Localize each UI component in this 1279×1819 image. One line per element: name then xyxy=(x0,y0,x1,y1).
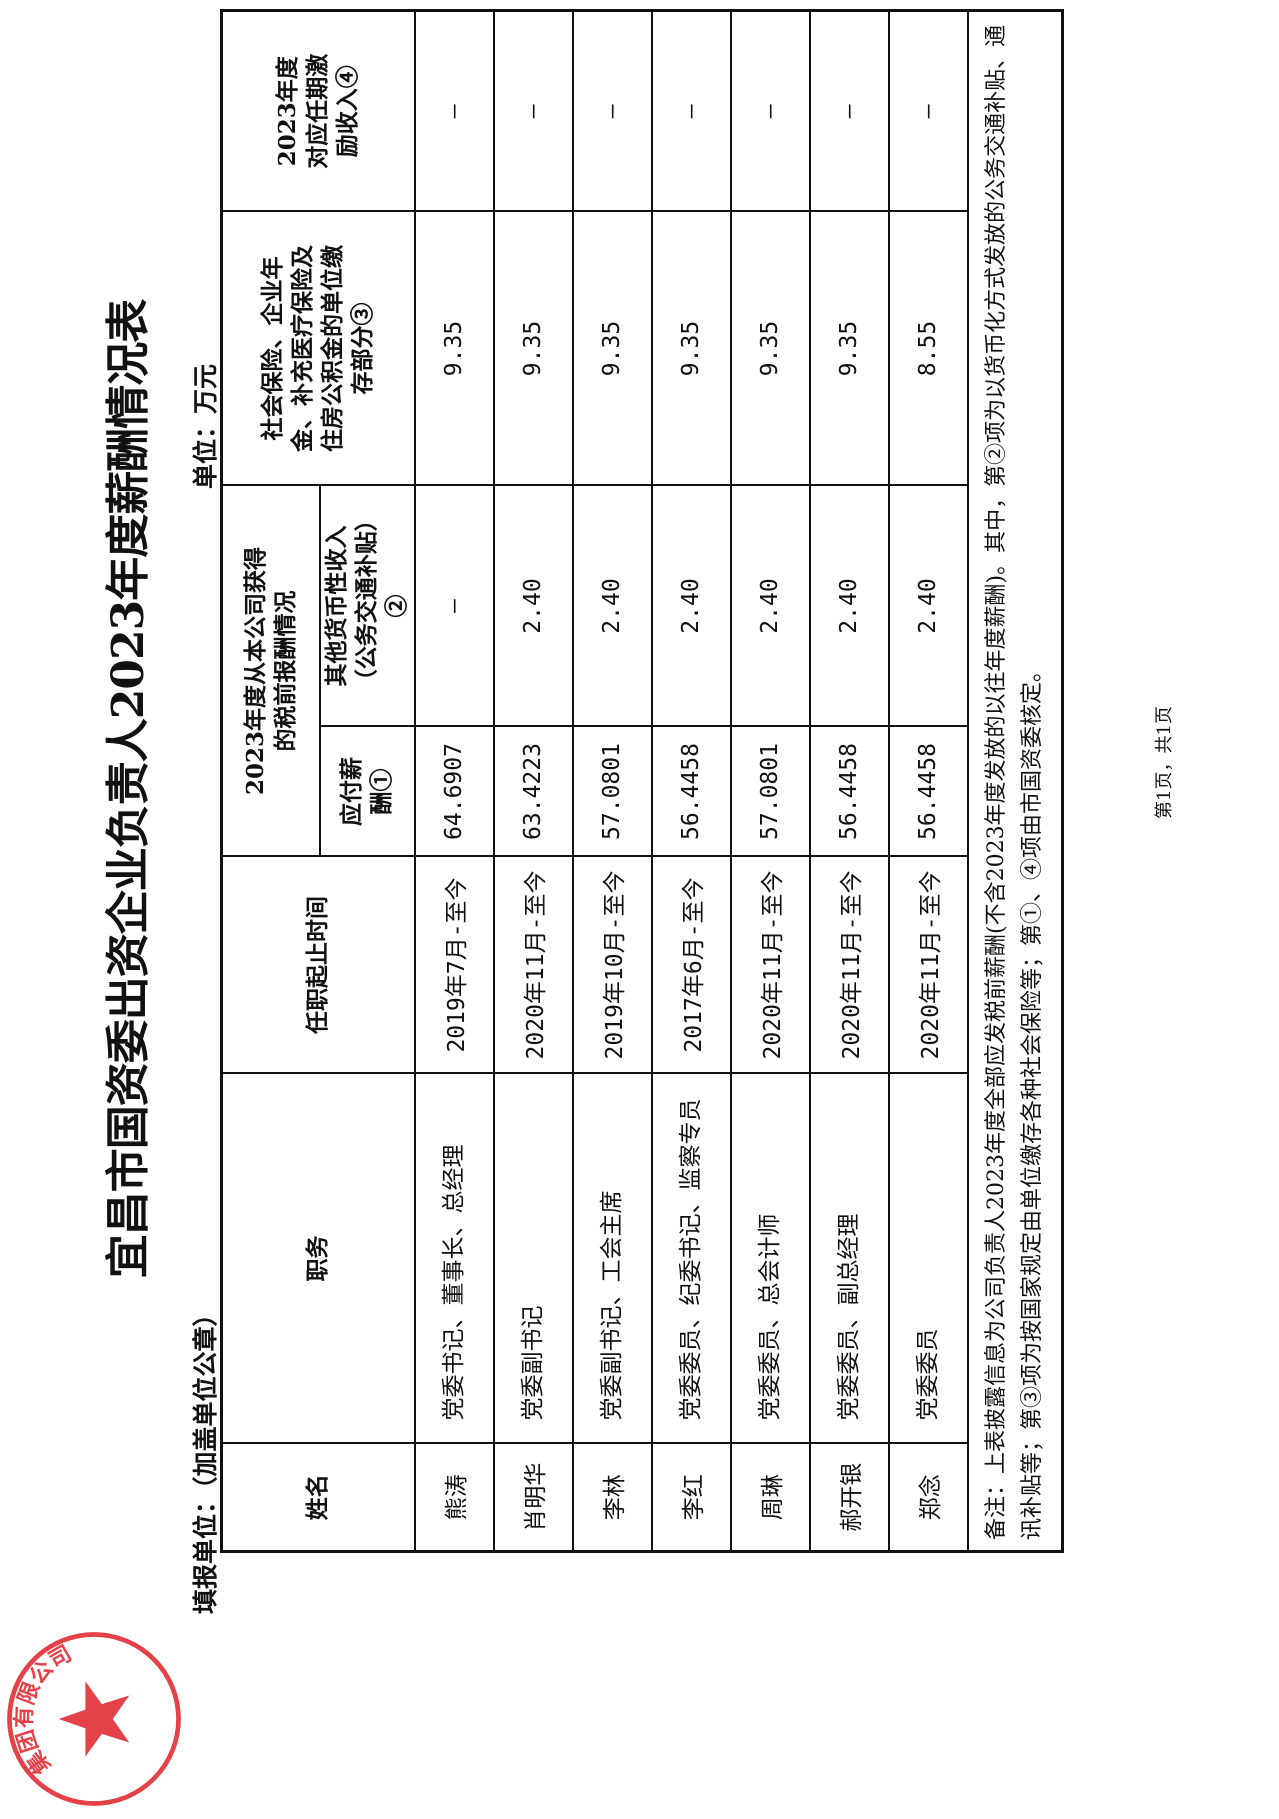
incentive-cell: – xyxy=(651,10,731,212)
header-salary: 应付薪酬① xyxy=(319,726,415,857)
name-cell: 周琳 xyxy=(730,1443,810,1552)
table-row: 熊涛 党委书记、董事长、总经理 2019年7月-至今 64.6907–9.35– xyxy=(414,10,494,1552)
tenure-cell: 2017年6月-至今 xyxy=(651,856,731,1074)
currency-unit-label: 单位：万元 xyxy=(191,363,220,489)
incentive-cell: – xyxy=(730,10,810,212)
position-cell: 党委副书记、工会主席 xyxy=(572,1073,652,1444)
table-row: 周琳 党委委员、总会计师 2020年11月-至今 57.0801 2.40 9.35– xyxy=(730,10,810,1552)
name-cell: 李林 xyxy=(572,1443,652,1552)
position-cell: 党委副书记 xyxy=(493,1073,573,1444)
tenure-cell: 2019年10月-至今 xyxy=(572,856,652,1074)
salary-cell: 57.0801 xyxy=(572,726,652,857)
tenure-cell: 2020年11月-至今 xyxy=(888,856,968,1074)
tenure-cell: 2020年11月-至今 xyxy=(493,856,573,1074)
position-cell: 党委书记、董事长、总经理 xyxy=(414,1073,494,1444)
name-cell: 熊涛 xyxy=(414,1443,494,1552)
insurance-cell: 9.35 xyxy=(493,211,573,486)
page-title: 宜昌市国资委出资企业负责人2023年度薪酬情况表 xyxy=(103,299,154,1279)
other-income-cell: 2.40 xyxy=(651,485,731,727)
table-row: 郑念 党委委员 2020年11月-至今 56.4458 2.40 8.55– xyxy=(888,10,968,1552)
position-cell: 党委委员 xyxy=(888,1073,968,1444)
other-income-cell: – xyxy=(414,485,494,727)
name-cell: 郑念 xyxy=(888,1443,968,1552)
other-income-cell: 2.40 xyxy=(888,485,968,727)
table-row: 李林 党委副书记、工会主席 2019年10月-至今 57.0801 2.40 9.35– xyxy=(572,10,652,1552)
salary-cell: 57.0801 xyxy=(730,726,810,857)
other-income-cell: 2.40 xyxy=(572,485,652,727)
other-income-cell: 2.40 xyxy=(493,485,573,727)
incentive-cell: – xyxy=(493,10,573,212)
header-name: 姓名 xyxy=(221,1443,415,1552)
table-row: 肖明华 党委副书记 2020年11月-至今 63.4223 2.40 9.35– xyxy=(493,10,573,1552)
header-pretax-group: 2023年度从本公司获得的税前报酬情况 xyxy=(221,485,320,857)
salary-cell: 64.6907 xyxy=(414,726,494,857)
insurance-cell: 8.55 xyxy=(888,211,968,486)
salary-cell: 63.4223 xyxy=(493,726,573,857)
other-income-cell: 2.40 xyxy=(809,485,889,727)
insurance-cell: 9.35 xyxy=(414,211,494,486)
salary-cell: 56.4458 xyxy=(888,726,968,857)
page-number: 第1页，共1页 xyxy=(1154,706,1175,819)
tenure-cell: 2020年11月-至今 xyxy=(730,856,810,1074)
salary-table: 姓名 职务 任职起止时间 2023年度从本公司获得的税前报酬情况 社会保险、企业… xyxy=(220,9,1064,1553)
company-seal-icon: 集团有限公司 xyxy=(7,1632,181,1806)
incentive-cell: – xyxy=(888,10,968,212)
incentive-cell: – xyxy=(572,10,652,212)
header-insurance: 社会保险、企业年金、补充医疗保险及住房公积金的单位缴存部分③ xyxy=(221,211,415,486)
notes: 备注：上表披露信息为公司负责人2023年度全部应发税前薪酬(不含2023年度发放… xyxy=(967,10,1063,1552)
name-cell: 李红 xyxy=(651,1443,731,1552)
position-cell: 党委委员、副总经理 xyxy=(809,1073,889,1444)
insurance-cell: 9.35 xyxy=(572,211,652,486)
name-cell: 郝开银 xyxy=(809,1443,889,1552)
tenure-cell: 2019年7月-至今 xyxy=(414,856,494,1074)
header-tenure: 任职起止时间 xyxy=(221,856,415,1074)
salary-cell: 56.4458 xyxy=(651,726,731,857)
insurance-cell: 9.35 xyxy=(730,211,810,486)
incentive-cell: – xyxy=(414,10,494,212)
fill-unit-label: 填报单位：（加盖单位公章） xyxy=(191,1301,220,1614)
header-incentive: 2023年度对应任期激励收入④ xyxy=(221,10,415,212)
table-row: 郝开银 党委委员、副总经理 2020年11月-至今 56.4458 2.40 9.35– xyxy=(809,10,889,1552)
name-cell: 肖明华 xyxy=(493,1443,573,1552)
position-cell: 党委委员、总会计师 xyxy=(730,1073,810,1444)
incentive-cell: – xyxy=(809,10,889,212)
header-position: 职务 xyxy=(221,1073,415,1444)
table-row: 李红 党委委员、纪委书记、监察专员 2017年6月-至今 56.4458 2.40 9.3… xyxy=(651,10,731,1552)
other-income-cell: 2.40 xyxy=(730,485,810,727)
insurance-cell: 9.35 xyxy=(809,211,889,486)
header-other-income: 其他货币性收入（公务交通补贴）② xyxy=(319,485,415,727)
tenure-cell: 2020年11月-至今 xyxy=(809,856,889,1074)
insurance-cell: 9.35 xyxy=(651,211,731,486)
salary-cell: 56.4458 xyxy=(809,726,889,857)
position-cell: 党委委员、纪委书记、监察专员 xyxy=(651,1073,731,1444)
